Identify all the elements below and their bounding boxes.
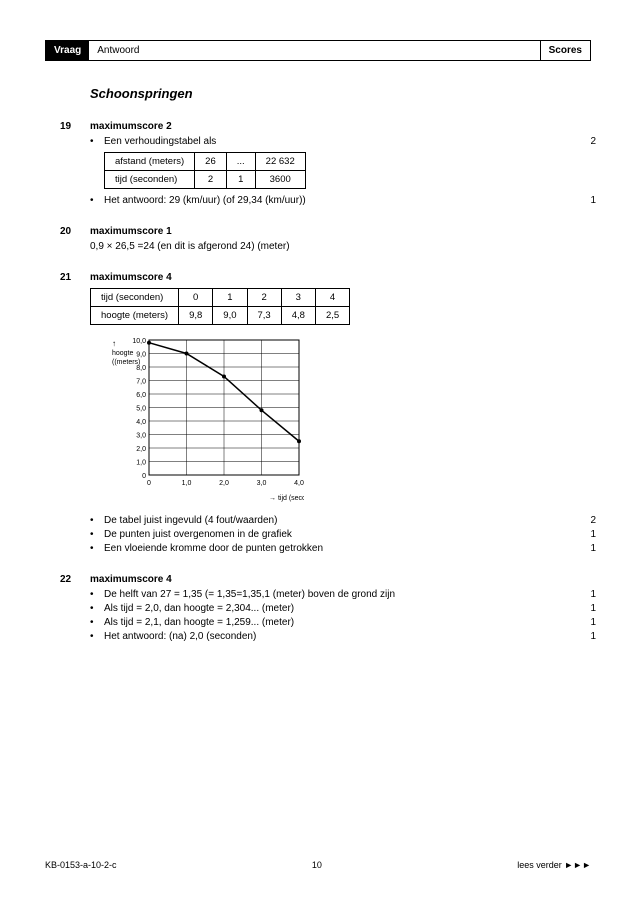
height-time-chart: 10,0 9,0 8,0 7,0 6,0 5,0 4,0 3,0 2,0 1,0 00 1,0 2,0 3… [104, 335, 304, 505]
bullet-icon: • [90, 515, 94, 526]
svg-text:0: 0 [142, 473, 146, 480]
svg-text:10,0: 10,0 [132, 338, 146, 345]
score-value: 1 [590, 195, 596, 206]
svg-text:7,0: 7,0 [136, 379, 146, 386]
q-num: 22 [60, 574, 71, 585]
score-value: 1 [590, 617, 596, 628]
header-antwoord: Antwoord [89, 41, 540, 60]
bullet-icon: • [90, 136, 94, 147]
line-text: Als tijd = 2,0, dan hoogte = 2,304... (m… [104, 603, 294, 614]
cell: 0 [179, 289, 213, 307]
question-21: 21 maximumscore 4 tijd (seconden) 0 1 2 … [45, 272, 591, 554]
svg-text:→ tijd (seconden): → tijd (seconden) [269, 495, 304, 502]
footer-continue: lees verder ►►► [517, 860, 591, 870]
header-vraag: Vraag [46, 41, 89, 60]
score-value: 2 [590, 136, 596, 147]
line-text: Het antwoord: (na) 2,0 (seconden) [104, 631, 256, 642]
line-text: 0,9 × 26,5 =24 (en dit is afgerond 24) (… [90, 241, 290, 252]
line-text: Het antwoord: 29 (km/uur) (of 29,34 (km/… [104, 195, 306, 206]
svg-text:0: 0 [147, 480, 151, 487]
cell: 1 [226, 171, 255, 189]
page-footer: KB-0153-a-10-2-c 10 lees verder ►►► [45, 860, 591, 870]
ratio-table: afstand (meters) 26 ... 22 632 tijd (sec… [104, 152, 306, 189]
chart-svg: 10,0 9,0 8,0 7,0 6,0 5,0 4,0 3,0 2,0 1,0 00 1,0 2,0 3… [104, 335, 304, 505]
score-value: 1 [590, 529, 596, 540]
line-text: De punten juist overgenomen in de grafie… [104, 529, 292, 540]
cell: tijd (seconden) [91, 289, 179, 307]
header-scores: Scores [541, 41, 590, 60]
score-value: 1 [590, 589, 596, 600]
bullet-icon: • [90, 529, 94, 540]
svg-text:6,0: 6,0 [136, 392, 146, 399]
footer-page: 10 [312, 860, 322, 870]
exam-page: Vraag Antwoord Scores Schoonspringen 19 … [0, 0, 636, 900]
cell: 3 [281, 289, 315, 307]
svg-text:1,0: 1,0 [182, 480, 192, 487]
cell: ... [226, 153, 255, 171]
svg-text:↑: ↑ [112, 339, 116, 348]
cell: hoogte (meters) [91, 307, 179, 325]
line-text: De tabel juist ingevuld (4 fout/waarden) [104, 515, 277, 526]
time-height-table: tijd (seconden) 0 1 2 3 4 hoogte (meters… [90, 288, 350, 325]
bullet-icon: • [90, 617, 94, 628]
svg-text:2,0: 2,0 [136, 446, 146, 453]
svg-text:4,0: 4,0 [294, 480, 304, 487]
q-num: 20 [60, 226, 71, 237]
cell: 22 632 [255, 153, 305, 171]
line-text: Een verhoudingstabel als [104, 136, 216, 147]
svg-text:4,0: 4,0 [136, 419, 146, 426]
question-22: 22 maximumscore 4 • De helft van 27 = 1,… [45, 574, 591, 642]
question-20: 20 maximumscore 1 0,9 × 26,5 =24 (en dit… [45, 226, 591, 252]
q-num: 19 [60, 121, 71, 132]
cell: tijd (seconden) [105, 171, 195, 189]
max-score: maximumscore 4 [90, 574, 591, 585]
max-score: maximumscore 1 [90, 226, 591, 237]
cell: 1 [213, 289, 247, 307]
svg-text:1,0: 1,0 [136, 460, 146, 467]
page-header: Vraag Antwoord Scores [45, 40, 591, 61]
svg-text:2,0: 2,0 [219, 480, 229, 487]
svg-text:hoogte: hoogte [112, 350, 134, 357]
cell: 9,8 [179, 307, 213, 325]
bullet-icon: • [90, 603, 94, 614]
svg-text:3,0: 3,0 [257, 480, 267, 487]
score-value: 1 [590, 603, 596, 614]
score-value: 1 [590, 543, 596, 554]
line-text: Als tijd = 2,1, dan hoogte = 1,259... (m… [104, 617, 294, 628]
cell: afstand (meters) [105, 153, 195, 171]
svg-text:5,0: 5,0 [136, 406, 146, 413]
bullet-icon: • [90, 631, 94, 642]
svg-text:3,0: 3,0 [136, 433, 146, 440]
cell: 26 [195, 153, 227, 171]
cell: 7,3 [247, 307, 281, 325]
line-text: Een vloeiende kromme door de punten getr… [104, 543, 323, 554]
svg-text:8,0: 8,0 [136, 365, 146, 372]
bullet-icon: • [90, 543, 94, 554]
cell: 4,8 [281, 307, 315, 325]
line-text: De helft van 27 = 1,35 (= 1,35=1,35,1 (m… [104, 589, 395, 600]
bullet-icon: • [90, 195, 94, 206]
cell: 3600 [255, 171, 305, 189]
max-score: maximumscore 2 [90, 121, 591, 132]
question-19: 19 maximumscore 2 • Een verhoudingstabel… [45, 121, 591, 206]
cell: 9,0 [213, 307, 247, 325]
max-score: maximumscore 4 [90, 272, 591, 283]
cell: 2 [247, 289, 281, 307]
section-title: Schoonspringen [90, 86, 591, 101]
svg-text:((meters): ((meters) [112, 359, 140, 366]
score-value: 1 [590, 631, 596, 642]
bullet-icon: • [90, 589, 94, 600]
cell: 2,5 [315, 307, 349, 325]
q-num: 21 [60, 272, 71, 283]
cell: 4 [315, 289, 349, 307]
footer-code: KB-0153-a-10-2-c [45, 860, 117, 870]
score-value: 2 [590, 515, 596, 526]
svg-text:9,0: 9,0 [136, 352, 146, 359]
cell: 2 [195, 171, 227, 189]
